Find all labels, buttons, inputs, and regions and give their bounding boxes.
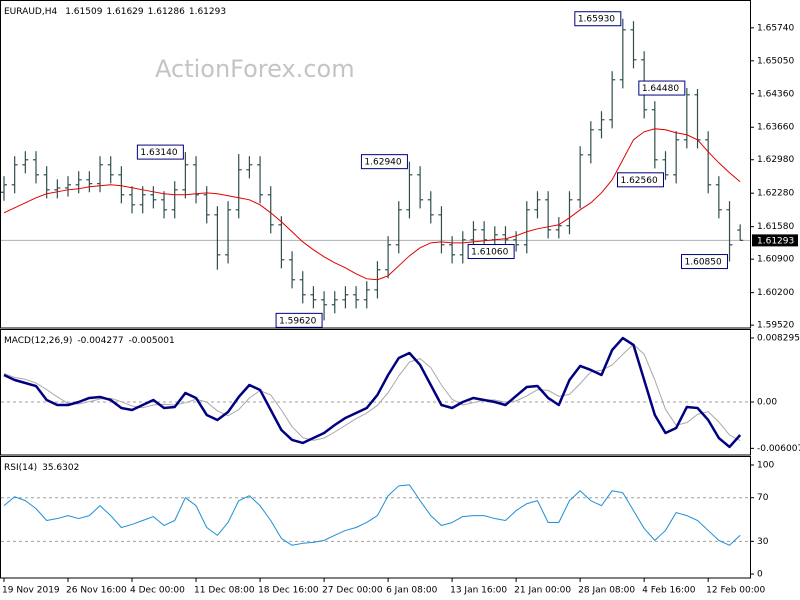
panel-header: RSI(14) 35.6302	[4, 463, 79, 473]
price-label: 1.63140	[140, 148, 177, 158]
y-tick-label: 100	[757, 460, 774, 470]
panel-frame	[0, 329, 751, 456]
ohlc-value: 1.61629	[106, 7, 143, 17]
panel-header: EURAUD,H4 1.61509 1.61629 1.61286 1.61293	[4, 7, 226, 17]
y-tick-label: 1.65740	[757, 23, 794, 33]
indicator-value: -0.005001	[129, 336, 175, 346]
price-label: 1.61060	[471, 248, 508, 258]
indicator-line	[3, 343, 741, 442]
price-label-box	[638, 80, 686, 96]
y-tick-label: 1.62280	[757, 189, 794, 199]
x-tick-label: 19 Nov 2019	[2, 586, 60, 596]
current-price-box	[752, 234, 798, 247]
x-tick-label: 26 Nov 16:00	[66, 586, 127, 596]
indicator-line	[3, 336, 742, 449]
y-tick-label: 1.61580	[757, 222, 794, 232]
y-tick-label: 70	[757, 493, 769, 503]
watermark: ActionForex.com	[155, 55, 355, 83]
y-tick-label: 1.60900	[757, 255, 794, 265]
x-tick-label: 28 Jan 08:00	[578, 586, 635, 596]
price-label: 1.62940	[364, 158, 401, 168]
price-label: 1.60850	[685, 258, 722, 268]
ohlc-value: 1.61509	[65, 7, 102, 17]
ohlc-value: 1.61286	[148, 7, 185, 17]
y-tick-label: 0.008295	[757, 333, 800, 343]
indicator-title: EURAUD,H4	[4, 7, 57, 17]
indicator-title: MACD(12,26,9)	[4, 336, 72, 346]
price-label-box	[136, 144, 184, 160]
y-tick-label: 1.59520	[757, 321, 794, 331]
price-label: 1.59620	[279, 316, 316, 326]
panel-frame	[0, 0, 751, 329]
y-tick-label: 30	[757, 537, 769, 547]
x-tick-label: 27 Dec 00:00	[322, 586, 383, 596]
moving-average	[3, 128, 741, 281]
panel-header: MACD(12,26,9) -0.004277 -0.005001	[4, 336, 175, 346]
price-label-box	[467, 244, 515, 260]
y-tick-label: 1.65050	[757, 56, 794, 66]
price-label-box	[681, 254, 729, 270]
x-tick-label: 13 Jan 16:00	[450, 586, 507, 596]
x-tick-label: 4 Dec 00:00	[130, 586, 185, 596]
current-price-label: 1.61293	[757, 236, 794, 246]
price-label-box	[616, 172, 664, 188]
y-tick-label: 1.63660	[757, 123, 794, 133]
y-tick-label: 1.60200	[757, 288, 794, 298]
x-tick-label: 21 Jan 00:00	[514, 586, 571, 596]
x-tick-label: 11 Dec 08:00	[194, 586, 255, 596]
price-label: 1.62560	[620, 176, 657, 186]
x-tick-label: 6 Jan 08:00	[386, 586, 438, 596]
x-tick-label: 18 Dec 16:00	[258, 586, 319, 596]
indicator-line	[3, 484, 741, 546]
y-tick-label: 0.00	[757, 397, 777, 407]
y-tick-label: 1.64360	[757, 89, 794, 99]
price-label-box	[574, 11, 622, 27]
ohlc-value: 1.61293	[189, 7, 226, 17]
indicator-value: -0.004277	[77, 336, 123, 346]
x-tick-label: 12 Feb 00:00	[706, 586, 765, 596]
x-tick-label: 4 Feb 16:00	[642, 586, 696, 596]
price-label: 1.65930	[578, 15, 615, 25]
price-label-box	[275, 312, 323, 328]
indicator-value: 35.6302	[42, 463, 79, 473]
y-tick-label: -0.006007	[757, 444, 800, 454]
panel-frame	[0, 456, 751, 579]
y-tick-label: 0	[757, 570, 763, 580]
price-label-box	[360, 154, 408, 170]
y-tick-label: 1.62980	[757, 155, 794, 165]
indicator-title: RSI(14)	[4, 463, 37, 473]
price-label: 1.64480	[642, 84, 679, 94]
